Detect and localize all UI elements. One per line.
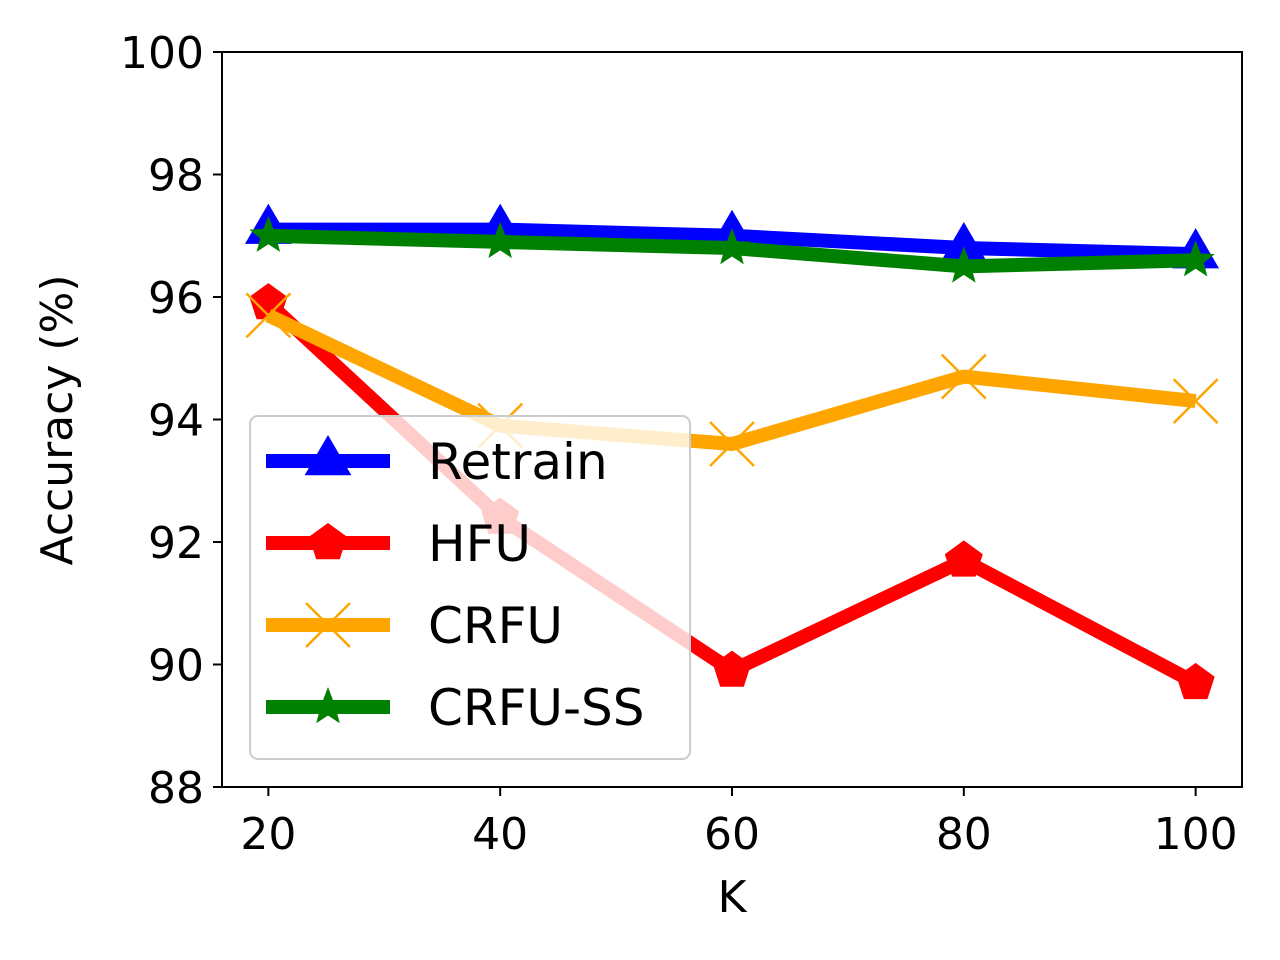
legend: Retrain HFU CRFU CRFU-SS xyxy=(249,415,691,760)
x-tick-label: 80 xyxy=(936,809,992,860)
legend-label-crfu-ss: CRFU-SS xyxy=(428,679,645,737)
data-point-crfu xyxy=(1172,378,1219,425)
data-point-crfu xyxy=(940,353,987,400)
data-point-crfu xyxy=(245,292,292,339)
y-tick-label: 90 xyxy=(148,641,204,692)
x-tick-label: 40 xyxy=(472,809,528,860)
legend-label-crfu: CRFU xyxy=(428,597,563,655)
y-tick-label: 96 xyxy=(148,273,204,324)
data-point-crfu-ss xyxy=(944,246,983,283)
legend-marker-crfu xyxy=(305,602,351,648)
y-tick-label: 92 xyxy=(148,518,204,569)
x-axis-label: K xyxy=(718,872,748,923)
y-tick-label: 98 xyxy=(148,151,204,202)
data-point-retrain xyxy=(940,222,988,263)
legend-marker-hfu xyxy=(309,523,347,560)
legend-item-crfu-ss: CRFU-SS xyxy=(266,679,645,737)
ticks-layer: 20 40 60 80 100 88 90 92 94 96 98 100 xyxy=(120,28,1238,860)
y-tick-label: 100 xyxy=(120,28,204,79)
legend-box xyxy=(249,415,691,760)
legend-marker-crfu-ss xyxy=(309,687,347,724)
x-tick-label: 60 xyxy=(704,809,760,860)
data-point-crfu-ss xyxy=(713,228,751,265)
series-crfu-ss xyxy=(249,215,1215,283)
data-point-hfu xyxy=(1176,662,1215,700)
legend-label-retrain: Retrain xyxy=(428,433,608,491)
data-point-crfu-ss xyxy=(481,221,520,259)
y-tick-label: 94 xyxy=(148,396,204,447)
legend-item-hfu: HFU xyxy=(266,515,531,573)
legend-marker-retrain xyxy=(304,435,352,476)
data-point-crfu xyxy=(709,421,755,467)
legend-item-crfu: CRFU xyxy=(266,597,563,655)
data-point-hfu xyxy=(944,540,983,577)
y-tick-label: 88 xyxy=(148,763,204,814)
legend-label-hfu: HFU xyxy=(428,515,531,573)
y-axis-label: Accuracy (%) xyxy=(32,274,83,565)
x-tick-label: 100 xyxy=(1154,809,1238,860)
x-tick-label: 20 xyxy=(240,809,296,860)
data-point-hfu xyxy=(249,283,288,320)
data-point-crfu-ss xyxy=(1176,240,1215,277)
data-point-hfu xyxy=(713,650,751,687)
legend-item-retrain: Retrain xyxy=(266,433,608,491)
data-point-crfu-ss xyxy=(249,215,288,252)
